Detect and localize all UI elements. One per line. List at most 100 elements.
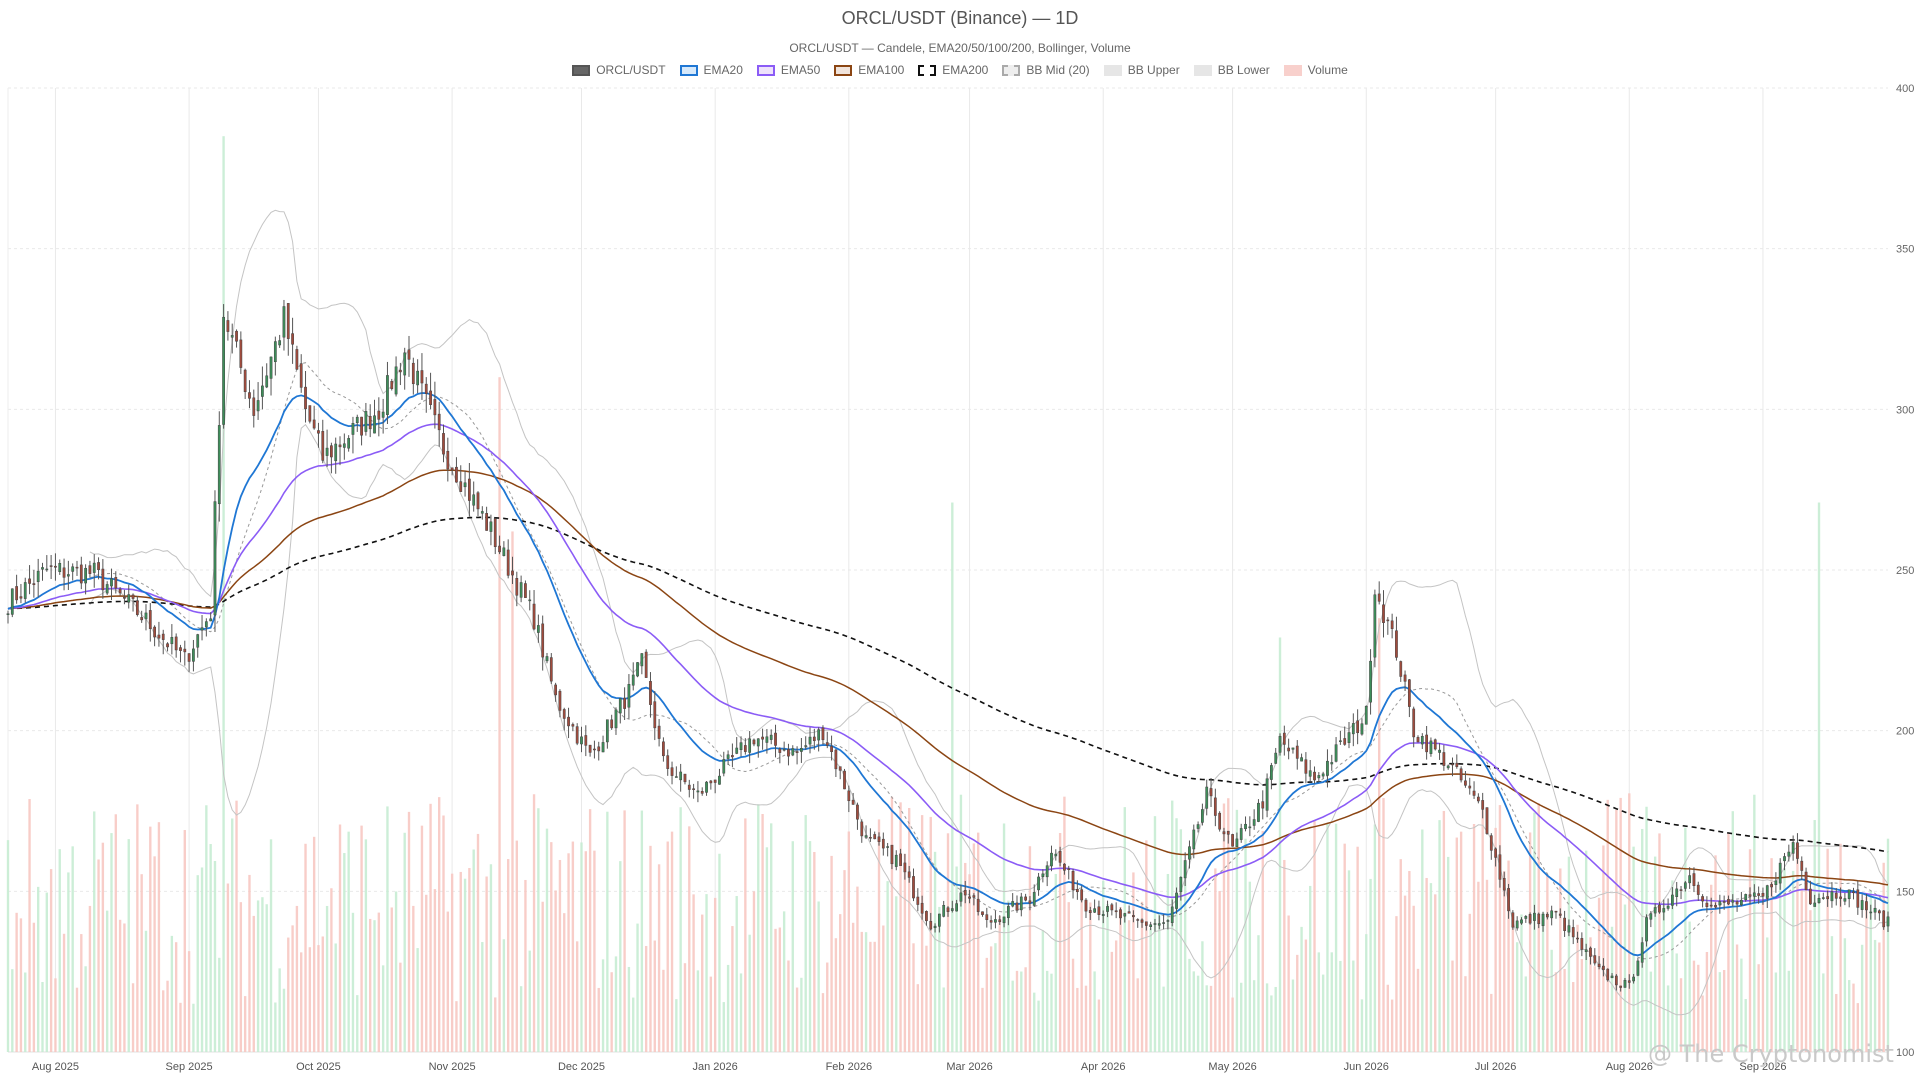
candle-body [1580, 938, 1584, 950]
candle-body [1265, 778, 1269, 811]
volume-bar [1636, 970, 1640, 1052]
candle-body [6, 613, 10, 615]
candlestick [1006, 902, 1010, 926]
candle-body [1097, 906, 1101, 915]
candle-body [493, 518, 497, 547]
candle-body [330, 445, 333, 458]
candle-body [299, 363, 303, 388]
legend-item[interactable]: EMA20 [679, 63, 743, 77]
legend-item[interactable]: BB Lower [1193, 63, 1270, 77]
candlestick [226, 311, 230, 341]
volume-bar [1071, 958, 1075, 1052]
legend-item[interactable]: BB Upper [1103, 63, 1180, 77]
candle-body [1257, 802, 1260, 822]
candlestick [1485, 807, 1489, 835]
candle-body [235, 330, 238, 342]
x-tick-label: Mar 2026 [946, 1061, 992, 1073]
volume-bar [15, 912, 18, 1052]
candle-body [929, 921, 933, 930]
legend-label: EMA200 [942, 63, 989, 77]
candlestick [368, 404, 372, 438]
legend-item[interactable]: Volume [1283, 63, 1348, 77]
candle-body [812, 736, 816, 742]
candlestick [739, 736, 743, 757]
candlestick [338, 436, 342, 466]
candlestick [800, 738, 803, 763]
volume-bar [964, 862, 967, 1052]
candle-body [1688, 875, 1692, 884]
candlestick [1149, 921, 1153, 931]
volume-bar [407, 811, 411, 1052]
candlestick [843, 768, 846, 790]
volume-bar [394, 891, 398, 1052]
candle-body [1796, 842, 1799, 859]
legend-item[interactable]: EMA200 [918, 63, 988, 77]
candlestick [62, 558, 66, 591]
candle-body [226, 320, 230, 332]
candlestick [416, 359, 420, 394]
candle-body [334, 443, 338, 462]
volume-bar [627, 966, 631, 1052]
volume-bar [1856, 1003, 1860, 1052]
volume-bar [1507, 860, 1510, 1052]
candlestick [144, 604, 148, 631]
volume-bar [438, 797, 441, 1052]
candle-body [1451, 763, 1454, 766]
candle-body [1653, 907, 1657, 914]
candlestick [1856, 880, 1860, 915]
candlestick [1024, 893, 1027, 902]
candle-body [1636, 960, 1640, 976]
volume-bar [636, 923, 639, 1052]
volume-bar [1464, 976, 1467, 1052]
candlestick [1636, 957, 1640, 977]
volume-bar [243, 996, 247, 1052]
candle-body [1545, 913, 1549, 918]
candle-body [955, 903, 959, 912]
volume-bar [1714, 855, 1717, 1052]
volume-bar [1550, 949, 1553, 1052]
candle-body [726, 754, 730, 759]
volume-bar [696, 970, 700, 1052]
candle-body [213, 501, 217, 616]
candle-body [1369, 660, 1372, 703]
volume-bar [1235, 809, 1239, 1052]
candle-body [674, 776, 678, 778]
candlestick [644, 649, 648, 678]
candle-body [485, 513, 489, 531]
candlestick [209, 612, 213, 622]
volume-bar [1011, 980, 1014, 1052]
volume-bar [300, 952, 303, 1052]
legend-item[interactable]: ORCL/USDT [572, 63, 666, 77]
volume-bar [1524, 976, 1527, 1052]
candlestick [312, 405, 316, 430]
candle-body [1787, 851, 1791, 857]
volume-bar [1503, 871, 1506, 1052]
volume-bar [170, 935, 174, 1052]
chart-subtitle: ORCL/USDT — Candele, EMA20/50/100/200, B… [789, 41, 1131, 55]
volume-bar [1334, 823, 1338, 1052]
candle-body [433, 399, 437, 416]
candlestick [998, 915, 1002, 925]
volume-bar [166, 980, 169, 1052]
candle-body [843, 770, 846, 790]
candlestick [1873, 899, 1877, 920]
x-tick-label: Sep 2026 [1739, 1061, 1786, 1073]
volume-bar [951, 502, 954, 1052]
candle-body [502, 547, 506, 556]
legend-item[interactable]: EMA50 [756, 63, 820, 77]
candlestick [192, 639, 195, 672]
volume-bar [1727, 832, 1730, 1052]
candle-body [631, 674, 635, 686]
candle-body [869, 837, 872, 839]
candle-body [1705, 902, 1709, 907]
candlestick [1468, 777, 1472, 795]
legend-item[interactable]: BB Mid (20) [1002, 63, 1090, 77]
volume-bar [1343, 843, 1346, 1052]
legend-item[interactable]: EMA100 [834, 63, 904, 77]
candlestick [1101, 910, 1105, 924]
volume-bar [1063, 796, 1066, 1052]
candlestick [869, 828, 872, 842]
volume-bar [735, 896, 738, 1052]
volume-bar [869, 941, 872, 1052]
candle-body [295, 349, 299, 370]
